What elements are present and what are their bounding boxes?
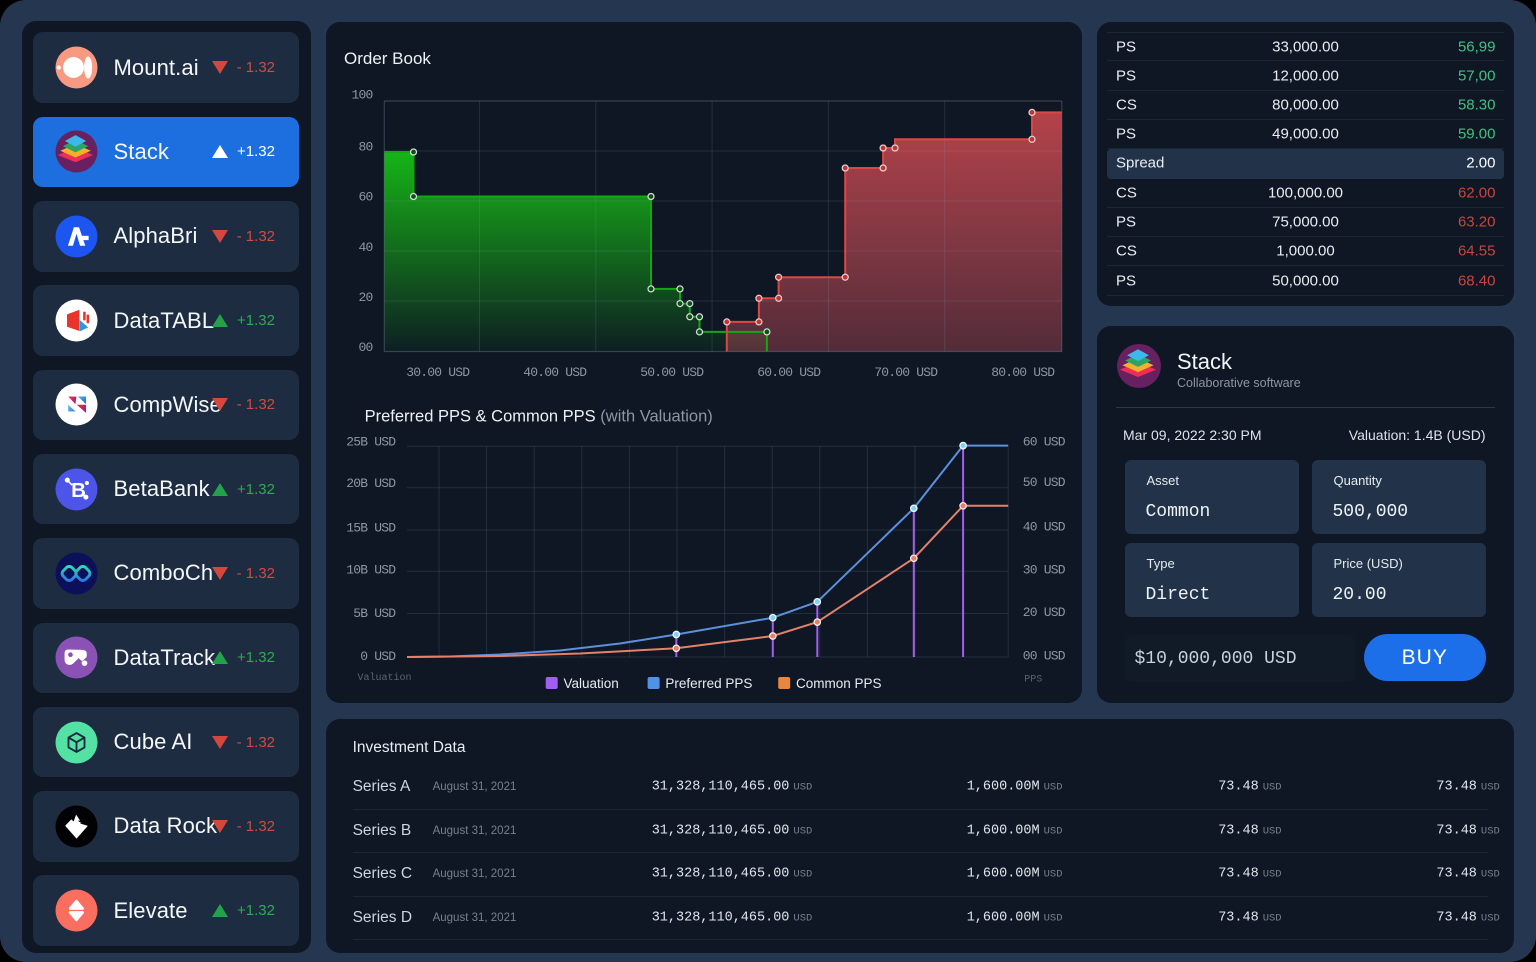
svg-text:80.00 USD: 80.00 USD	[991, 365, 1055, 380]
svg-text:Common PPS: Common PPS	[796, 676, 882, 691]
svg-text:20B USD: 20B USD	[346, 476, 396, 491]
svg-text:Preferred PPS: Preferred PPS	[665, 676, 752, 691]
svg-text:Order Book: Order Book	[344, 49, 431, 68]
svg-text:20 USD: 20 USD	[1023, 605, 1066, 620]
svg-text:00 USD: 00 USD	[1023, 648, 1066, 663]
svg-text:Preferred PPS & Common PPS (wi: Preferred PPS & Common PPS (with Valuati…	[365, 408, 713, 426]
svg-text:0 USD: 0 USD	[360, 649, 396, 664]
svg-text:70.00 USD: 70.00 USD	[874, 365, 938, 380]
svg-text:Valuation: Valuation	[358, 672, 412, 684]
svg-text:80: 80	[358, 140, 372, 155]
svg-text:15B USD: 15B USD	[346, 520, 396, 535]
svg-text:30.00 USD: 30.00 USD	[406, 365, 470, 380]
svg-text:60.00 USD: 60.00 USD	[757, 365, 821, 380]
svg-text:5B USD: 5B USD	[353, 606, 396, 621]
svg-text:60: 60	[358, 190, 372, 205]
svg-text:PPS: PPS	[1024, 675, 1042, 686]
svg-text:Valuation: Valuation	[564, 676, 619, 691]
svg-text:50.00 USD: 50.00 USD	[640, 365, 704, 380]
svg-text:10B USD: 10B USD	[346, 563, 396, 578]
svg-text:100: 100	[351, 88, 372, 103]
svg-text:B: B	[71, 479, 86, 502]
svg-text:40 USD: 40 USD	[1023, 519, 1066, 534]
svg-text:20: 20	[358, 290, 372, 305]
svg-text:40: 40	[358, 240, 372, 255]
svg-text:40.00 USD: 40.00 USD	[523, 365, 587, 380]
svg-text:50 USD: 50 USD	[1023, 475, 1066, 490]
svg-text:60 USD: 60 USD	[1023, 434, 1066, 449]
svg-text:30 USD: 30 USD	[1023, 563, 1066, 578]
svg-text:25B USD: 25B USD	[346, 435, 396, 450]
svg-text:00: 00	[358, 340, 372, 355]
